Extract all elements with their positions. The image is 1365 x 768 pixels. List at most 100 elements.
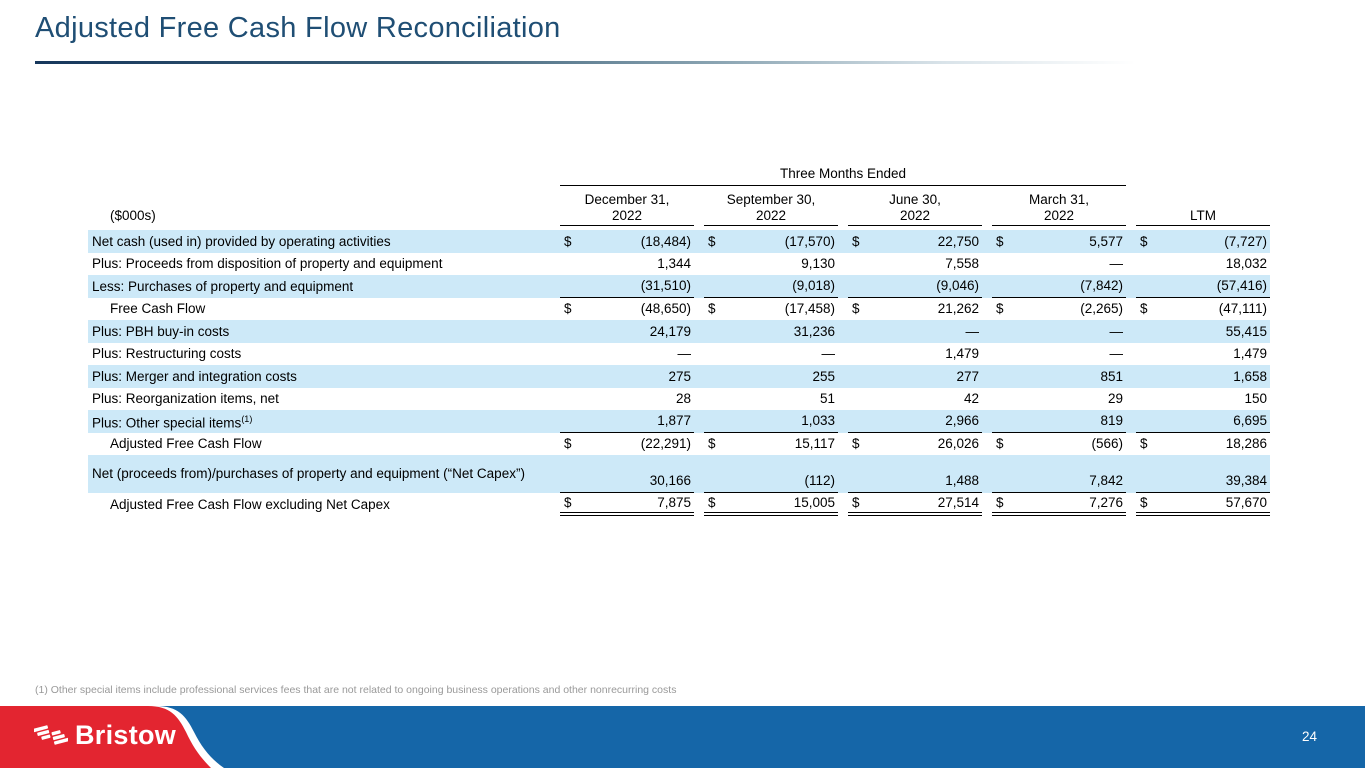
value-text: 1,488 [945, 473, 979, 488]
column-header-line: 2022 [899, 207, 931, 223]
value-cell: $15,005 [704, 493, 838, 516]
value-text: — [821, 346, 836, 362]
value-cell: 30,166 [560, 455, 694, 493]
value-text: (18,484) [640, 233, 691, 249]
column-header-jun: June 30, 2022 [848, 186, 982, 226]
currency-symbol: $ [996, 494, 1004, 510]
value-text: 15,005 [793, 494, 835, 510]
value-text: 22,750 [937, 233, 979, 249]
table-row: Plus: PBH buy-in costs 24,179 31,236 — — 55,4… [88, 320, 1270, 343]
currency-symbol: $ [564, 436, 572, 452]
table-row: Plus: Reorganization items, net 28 51 42 29 1… [88, 388, 1270, 411]
value-cell: 1,877 [560, 410, 694, 433]
footnote: (1) Other special items include professi… [35, 684, 677, 696]
slide-title: Adjusted Free Cash Flow Reconciliation [35, 12, 561, 44]
value-cell: 18,032 [1136, 253, 1270, 276]
currency-symbol: $ [996, 301, 1004, 317]
bristow-rotor-icon [34, 725, 68, 745]
value-text: 7,842 [1089, 473, 1123, 488]
value-text: 150 [1244, 391, 1267, 407]
value-cell: 851 [992, 365, 1126, 388]
value-cell: (112) [704, 455, 838, 493]
value-cell: 1,479 [848, 343, 982, 366]
currency-symbol: $ [708, 436, 716, 452]
value-text: 1,658 [1233, 368, 1267, 384]
value-cell: 277 [848, 365, 982, 388]
value-cell: 51 [704, 388, 838, 411]
title-rule [35, 61, 1170, 64]
row-label: Plus: PBH buy-in costs [92, 323, 230, 339]
currency-symbol: $ [708, 233, 716, 249]
value-cell: $15,117 [704, 433, 838, 456]
column-header-line: December 31, [584, 192, 670, 207]
value-cell: 255 [704, 365, 838, 388]
table-row: Net (proceeds from)/purchases of propert… [88, 455, 1270, 493]
span-header: Three Months Ended [560, 165, 1126, 186]
empty-cell [88, 165, 560, 186]
value-text: (9,046) [936, 278, 979, 294]
value-cell: 31,236 [704, 320, 838, 343]
value-cell: 2,966 [848, 410, 982, 433]
currency-symbol: $ [852, 233, 860, 249]
value-cell: 29 [992, 388, 1126, 411]
value-cell: $ (17,570) [704, 230, 838, 253]
value-text: 1,033 [801, 413, 835, 429]
value-cell: $ (7,727) [1136, 230, 1270, 253]
value-cell: — [560, 343, 694, 366]
value-text: (7,842) [1080, 278, 1123, 294]
currency-symbol: $ [708, 301, 716, 317]
value-cell: $7,875 [560, 493, 694, 516]
value-text: 18,286 [1225, 436, 1267, 452]
row-label: Net cash (used in) provided by operating… [92, 233, 391, 249]
column-header-line: March 31, [1028, 192, 1090, 207]
value-text: 2,966 [945, 413, 979, 429]
value-cell: $5,577 [992, 230, 1126, 253]
value-cell: 1,658 [1136, 365, 1270, 388]
value-text: (17,458) [784, 301, 835, 317]
row-label: Net (proceeds from)/purchases of propert… [92, 466, 525, 482]
row-label: Free Cash Flow [110, 301, 206, 316]
page-number: 24 [1301, 729, 1317, 744]
value-cell: 1,479 [1136, 343, 1270, 366]
currency-symbol: $ [852, 436, 860, 452]
value-text: (566) [1091, 436, 1123, 452]
value-text: (48,650) [640, 301, 691, 317]
value-cell: $ (566) [992, 433, 1126, 456]
value-text: 29 [1107, 391, 1123, 407]
value-text: 15,117 [794, 436, 835, 452]
value-text: (7,727) [1224, 233, 1267, 249]
value-cell: 275 [560, 365, 694, 388]
value-text: 30,166 [649, 473, 691, 488]
value-text: (47,111) [1218, 301, 1267, 317]
table-row: Adjusted Free Cash Flow $ (22,291) $15,117 $… [88, 433, 1270, 456]
value-text: 24,179 [649, 323, 691, 339]
value-text: 7,558 [945, 256, 979, 272]
table-row: Plus: Proceeds from disposition of prope… [88, 253, 1270, 276]
value-cell: $22,750 [848, 230, 982, 253]
column-gap [694, 186, 704, 226]
row-label: Plus: Restructuring costs [92, 346, 242, 361]
value-cell: (57,416) [1136, 275, 1270, 298]
value-text: (9,018) [792, 278, 835, 294]
table-column-header-row: ($000s) December 31, 2022 September 30, … [88, 186, 1270, 226]
value-cell: 819 [992, 410, 1126, 433]
value-text: — [677, 346, 692, 362]
value-cell: $ (2,265) [992, 298, 1126, 321]
currency-symbol: $ [1140, 301, 1148, 317]
column-header-line: 2022 [611, 207, 643, 223]
value-cell: 28 [560, 388, 694, 411]
table-row: Plus: Merger and integration costs 275 255… [88, 365, 1270, 388]
column-header-dec: December 31, 2022 [560, 186, 694, 226]
value-text: (31,510) [640, 278, 691, 294]
value-cell: — [992, 253, 1126, 276]
value-cell: — [992, 320, 1126, 343]
currency-symbol: $ [996, 436, 1004, 452]
row-label: Adjusted Free Cash Flow excluding Net Ca… [110, 496, 390, 512]
value-cell: $57,670 [1136, 493, 1270, 516]
currency-symbol: $ [996, 233, 1004, 249]
table-row: Plus: Restructuring costs — — 1,479 — 1,479 [88, 343, 1270, 366]
column-header-line: LTM [1190, 207, 1216, 223]
value-text: 1,479 [1233, 346, 1267, 362]
value-text: (2,265) [1080, 301, 1123, 317]
value-text: (112) [804, 473, 835, 488]
